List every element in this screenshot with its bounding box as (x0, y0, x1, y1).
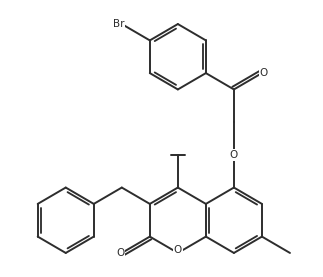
Text: Br: Br (113, 19, 124, 29)
Text: O: O (174, 245, 182, 255)
Text: O: O (230, 150, 238, 160)
Text: O: O (260, 68, 268, 78)
Text: O: O (116, 248, 124, 258)
